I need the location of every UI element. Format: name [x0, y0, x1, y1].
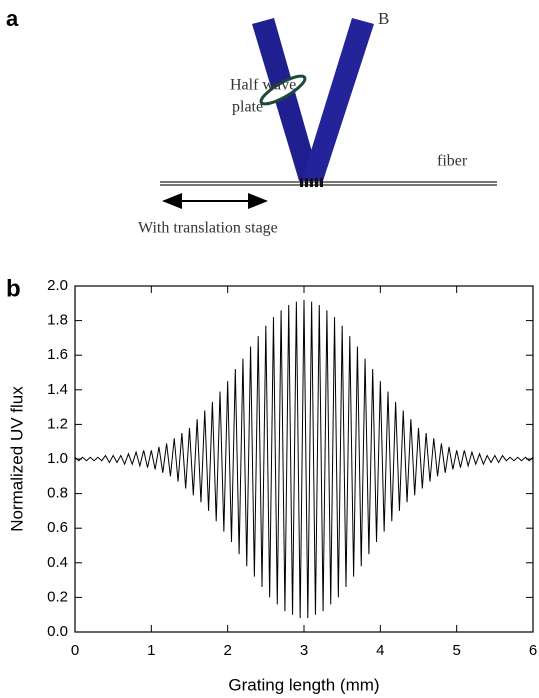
plate-label: Half wave	[230, 77, 296, 94]
panel-label: a	[6, 6, 19, 31]
diagram: a B Half wave plate fiber With translati…	[6, 6, 497, 237]
grating	[300, 178, 323, 187]
x-tick-label: 2	[223, 642, 231, 659]
y-tick-label: 0.4	[47, 554, 68, 571]
panel-label: b	[6, 275, 21, 302]
y-tick-label: 1.6	[47, 346, 68, 363]
plate-label: plate	[232, 99, 263, 116]
x-tick-label: 0	[71, 642, 79, 659]
y-tick-label: 0.2	[47, 588, 68, 605]
y-tick-label: 1.4	[47, 381, 68, 398]
chart: b Grating length (mm) Normalized UV flux…	[6, 275, 537, 694]
beam-label: B	[378, 9, 389, 28]
y-tick-label: 2.0	[47, 277, 68, 294]
stage-label: With translation stage	[138, 220, 278, 237]
y-tick-label: 1.8	[47, 312, 68, 329]
plot-frame	[74, 285, 534, 633]
data-line	[74, 299, 534, 619]
y-tick-label: 0.6	[47, 519, 68, 536]
beam	[302, 18, 374, 184]
y-axis-title: Normalized UV flux	[7, 386, 26, 532]
half-wave-plate	[259, 74, 307, 106]
y-tick-label: 1.0	[47, 450, 68, 467]
y-tick-label: 0.8	[47, 485, 68, 502]
x-tick-label: 3	[300, 642, 308, 659]
x-tick-label: 4	[376, 642, 384, 659]
x-tick-label: 5	[452, 642, 460, 659]
x-tick-label: 1	[147, 642, 155, 659]
y-tick-label: 1.2	[47, 415, 68, 432]
y-tick-label: 0.0	[47, 623, 68, 640]
x-tick-label: 6	[529, 642, 537, 659]
x-axis-title: Grating length (mm)	[228, 675, 379, 694]
fiber-label: fiber	[437, 153, 468, 170]
beam	[252, 18, 320, 184]
